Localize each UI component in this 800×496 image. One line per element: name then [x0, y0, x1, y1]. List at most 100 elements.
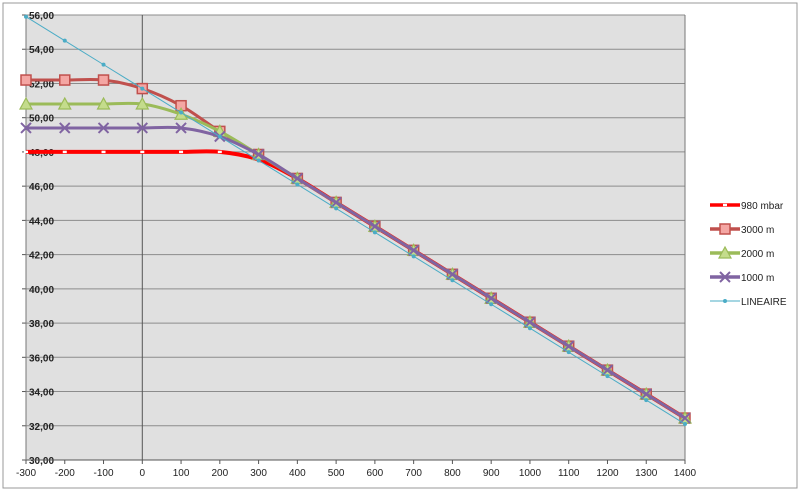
- y-tick-label: 46,00: [29, 182, 54, 193]
- data-point: [96, 96, 111, 110]
- data-point: [217, 134, 222, 139]
- data-point: [372, 230, 377, 235]
- y-tick-label: 36,00: [29, 353, 54, 364]
- data-point: [217, 150, 222, 154]
- y-tick-label: 30,00: [29, 456, 54, 467]
- x-tick-label: 1300: [635, 468, 658, 479]
- data-point: [566, 350, 571, 355]
- data-point: [256, 158, 261, 163]
- legend-item: 2000 m: [710, 245, 774, 260]
- data-point: [20, 74, 32, 86]
- x-tick-label: 200: [211, 468, 228, 479]
- y-tick-label: 42,00: [29, 251, 54, 262]
- x-tick-label: 800: [444, 468, 461, 479]
- data-point: [179, 150, 184, 154]
- data-point: [450, 278, 455, 283]
- x-tick-label: 300: [250, 468, 267, 479]
- data-point: [485, 292, 497, 304]
- data-point: [601, 364, 614, 376]
- legend: 980 mbar 3000 m 2000 m 1000 m LINEAIRE: [710, 201, 787, 308]
- data-point: [562, 340, 575, 352]
- legend-label: 2000 m: [741, 249, 774, 260]
- legend-swatch-marker: [717, 245, 733, 259]
- x-tick-label: 600: [367, 468, 384, 479]
- data-point: [252, 148, 265, 161]
- y-tick-label: 54,00: [29, 45, 54, 56]
- legend-swatch-marker: [719, 223, 731, 235]
- x-tick-label: 1200: [596, 468, 619, 479]
- data-point: [18, 96, 34, 110]
- data-point: [291, 172, 304, 185]
- data-point: [101, 150, 106, 154]
- data-point: [97, 74, 110, 86]
- series-line: [25, 16, 686, 425]
- data-point: [135, 96, 150, 110]
- data-point: [334, 206, 339, 211]
- plot-area: [26, 15, 685, 460]
- data-point: [59, 122, 71, 134]
- data-point: [527, 326, 532, 331]
- data-point: [101, 62, 106, 67]
- x-tick-label: -100: [94, 468, 114, 479]
- series-3: [20, 122, 691, 424]
- data-point: [640, 388, 652, 400]
- y-tick-label: 44,00: [29, 216, 54, 227]
- legend-item: 1000 m: [710, 271, 774, 284]
- y-tick-label: 38,00: [29, 319, 54, 330]
- data-point: [59, 74, 71, 86]
- x-tick-label: 0: [140, 468, 146, 479]
- data-point: [24, 14, 28, 19]
- data-point: [330, 196, 342, 209]
- x-tick-label: 700: [405, 468, 422, 479]
- data-point: [136, 122, 149, 134]
- y-tick-label: 34,00: [29, 388, 54, 399]
- legend-label: 980 mbar: [741, 201, 784, 212]
- y-tick-label: 50,00: [29, 114, 54, 125]
- data-point: [411, 254, 416, 259]
- data-point: [524, 316, 536, 328]
- x-tick-label: 100: [173, 468, 190, 479]
- data-point: [489, 302, 494, 307]
- series-4: [24, 14, 687, 427]
- data-point: [295, 182, 300, 187]
- legend-item: 3000 m: [710, 223, 774, 236]
- data-point: [140, 150, 145, 154]
- data-point: [179, 110, 184, 115]
- data-point: [446, 268, 459, 281]
- data-point: [97, 122, 110, 134]
- data-point: [407, 244, 420, 257]
- legend-swatch-marker: [719, 271, 731, 283]
- data-point: [369, 220, 381, 233]
- legend-swatch-marker: [723, 203, 727, 207]
- data-point: [175, 122, 187, 134]
- data-point: [57, 96, 72, 110]
- data-point: [140, 86, 145, 91]
- legend-swatch-marker: [723, 299, 727, 303]
- axes: 30,00 32,00 34,00 36,00 38,00 40,00 42,00 44,00…: [16, 11, 697, 479]
- x-tick-label: 1100: [558, 468, 580, 479]
- x-tick-label: -200: [55, 468, 75, 479]
- y-tick-label: 32,00: [29, 422, 54, 433]
- data-point: [679, 412, 691, 424]
- data-point: [644, 398, 649, 403]
- data-point: [683, 422, 687, 427]
- y-tick-label: 40,00: [29, 285, 54, 296]
- series: [18, 14, 693, 427]
- x-tick-label: 1000: [519, 468, 542, 479]
- y-tick-label: 52,00: [29, 79, 54, 90]
- x-tick-label: -300: [16, 468, 36, 479]
- data-point: [605, 374, 610, 379]
- x-tick-label: 1400: [674, 468, 697, 479]
- data-point: [62, 38, 67, 43]
- legend-item: 980 mbar: [710, 201, 784, 212]
- data-point: [62, 150, 67, 154]
- x-tick-label: 500: [328, 468, 345, 479]
- legend-label: 1000 m: [741, 273, 774, 284]
- data-point: [24, 150, 28, 154]
- data-point: [20, 122, 32, 134]
- legend-label: 3000 m: [741, 225, 774, 236]
- legend-label: LINEAIRE: [741, 297, 787, 308]
- legend-item: LINEAIRE: [710, 297, 787, 308]
- x-tick-label: 900: [483, 468, 500, 479]
